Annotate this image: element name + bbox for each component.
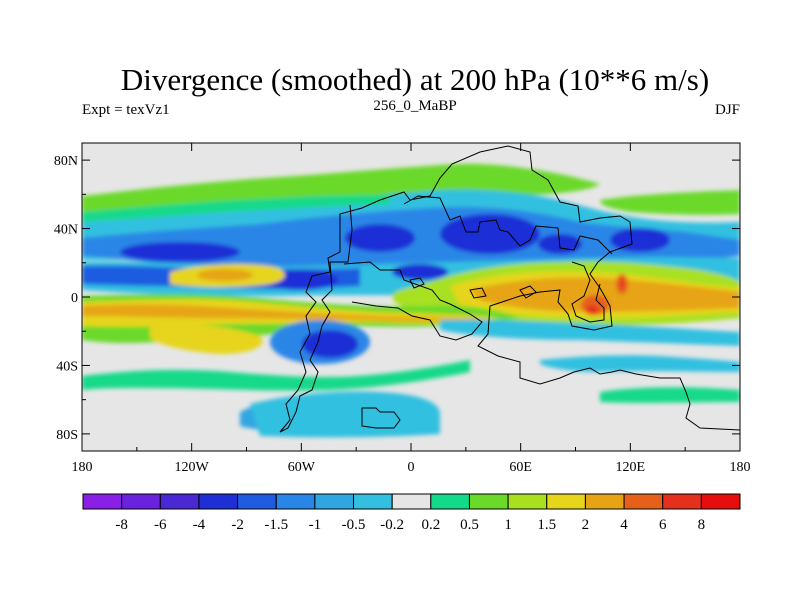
y-axis: 80N 40N 0 40S 80S — [54, 154, 740, 443]
north-pacific-green — [600, 190, 740, 215]
x-tick-label: 180 — [730, 460, 751, 475]
y-tick-label: 40S — [56, 359, 78, 374]
colorbar-label: 4 — [620, 517, 628, 533]
colorbar-swatch — [391, 493, 432, 510]
colorbar-swatch — [159, 493, 200, 510]
colorbar-label: -0.2 — [380, 517, 404, 533]
colorbar-label: -6 — [154, 517, 167, 533]
island-outline-3 — [469, 287, 487, 299]
south-convergence-core — [302, 330, 358, 358]
colorbar-swatch — [468, 493, 509, 510]
map-panel — [81, 142, 741, 452]
x-tick-label: 60E — [509, 460, 532, 475]
north-central-convergence — [345, 224, 415, 252]
colorbar-label: -1.5 — [264, 517, 288, 533]
indo-pacific-divergence-core — [470, 277, 740, 312]
pacific-divergence-max-2 — [620, 278, 624, 290]
colorbar-swatch — [662, 493, 702, 510]
indonesia-outline — [571, 261, 605, 323]
y-tick-label: 40N — [54, 223, 78, 238]
colorbar-label: 1 — [504, 517, 512, 533]
island-outline-1 — [409, 277, 425, 289]
left-string: Expt = texVz1 — [82, 102, 170, 118]
colorbar-swatch — [353, 493, 393, 510]
gondwana-outline — [343, 261, 483, 341]
center-string: 256_0_MaBP — [373, 98, 456, 114]
colorbar-swatch — [121, 493, 161, 510]
colorbar-label: -2 — [231, 517, 244, 533]
x-tick-label: 120W — [175, 460, 210, 475]
colorbar: -8 -6 -4 -2 -1.5 -1 -0.5 -0.2 0.2 0.5 1 1.5 2 4 6 8 — [82, 493, 741, 533]
colorbar-label: 6 — [659, 517, 667, 533]
y-tick-label: 80S — [56, 428, 78, 443]
colorbar-swatch — [198, 493, 239, 510]
colorbar-swatch — [623, 493, 664, 510]
colorbar-swatch — [275, 493, 316, 510]
north-green-band-2 — [82, 195, 390, 222]
continent-outline-north — [403, 195, 613, 255]
contour-fields — [82, 163, 740, 438]
colorbar-label: 0.5 — [460, 517, 479, 533]
colorbar-label: 8 — [698, 517, 706, 533]
y-tick-label: 0 — [71, 291, 78, 306]
x-tick-label: 120E — [616, 460, 646, 475]
colorbar-label: -4 — [193, 517, 206, 533]
colorbar-swatch — [430, 493, 470, 510]
colorbar-label: 0.2 — [421, 517, 440, 533]
south-pacific-green — [600, 387, 740, 403]
right-string: DJF — [715, 102, 740, 118]
colorbar-swatch — [82, 493, 123, 510]
antarctic-outline — [361, 407, 401, 429]
central-pacific-divergence-core — [197, 269, 253, 281]
x-tick-label: 60W — [288, 460, 316, 475]
x-axis: 180 120W 60W 0 60E 120E 180 — [72, 143, 751, 475]
north-pacific-convergence — [610, 228, 670, 252]
colorbar-swatch — [584, 493, 625, 510]
colorbar-label: 1.5 — [537, 517, 556, 533]
x-tick-label: 0 — [408, 460, 415, 475]
north-asia-convergence — [440, 214, 540, 254]
colorbar-label: -8 — [115, 517, 128, 533]
south-tropical-orange — [82, 304, 490, 322]
colorbar-swatch — [237, 493, 277, 510]
coastlines — [279, 145, 740, 433]
x-tick-label: 180 — [72, 460, 93, 475]
colorbar-label: -0.5 — [342, 517, 366, 533]
colorbar-swatch — [507, 493, 548, 510]
y-tick-label: 80N — [54, 154, 78, 169]
colorbar-label: -1 — [309, 517, 322, 533]
colorbar-swatch — [546, 493, 586, 510]
island-outline-2 — [519, 285, 537, 299]
continent-outline-main — [279, 145, 740, 433]
north-atlantic-convergence — [120, 242, 240, 262]
colorbar-swatch — [314, 493, 355, 510]
colorbar-swatch — [700, 493, 741, 510]
south-indian-cyan — [440, 319, 740, 346]
indonesia-divergence-max-2 — [586, 305, 598, 315]
south-pacific-yellow — [150, 324, 263, 354]
eq-convergence-2 — [392, 264, 448, 280]
south-green-band — [82, 360, 470, 391]
south-cyan-band-2 — [250, 391, 440, 438]
chart-title: Divergence (smoothed) at 200 hPa (10**6 … — [121, 62, 709, 97]
colorbar-label: 2 — [582, 517, 590, 533]
